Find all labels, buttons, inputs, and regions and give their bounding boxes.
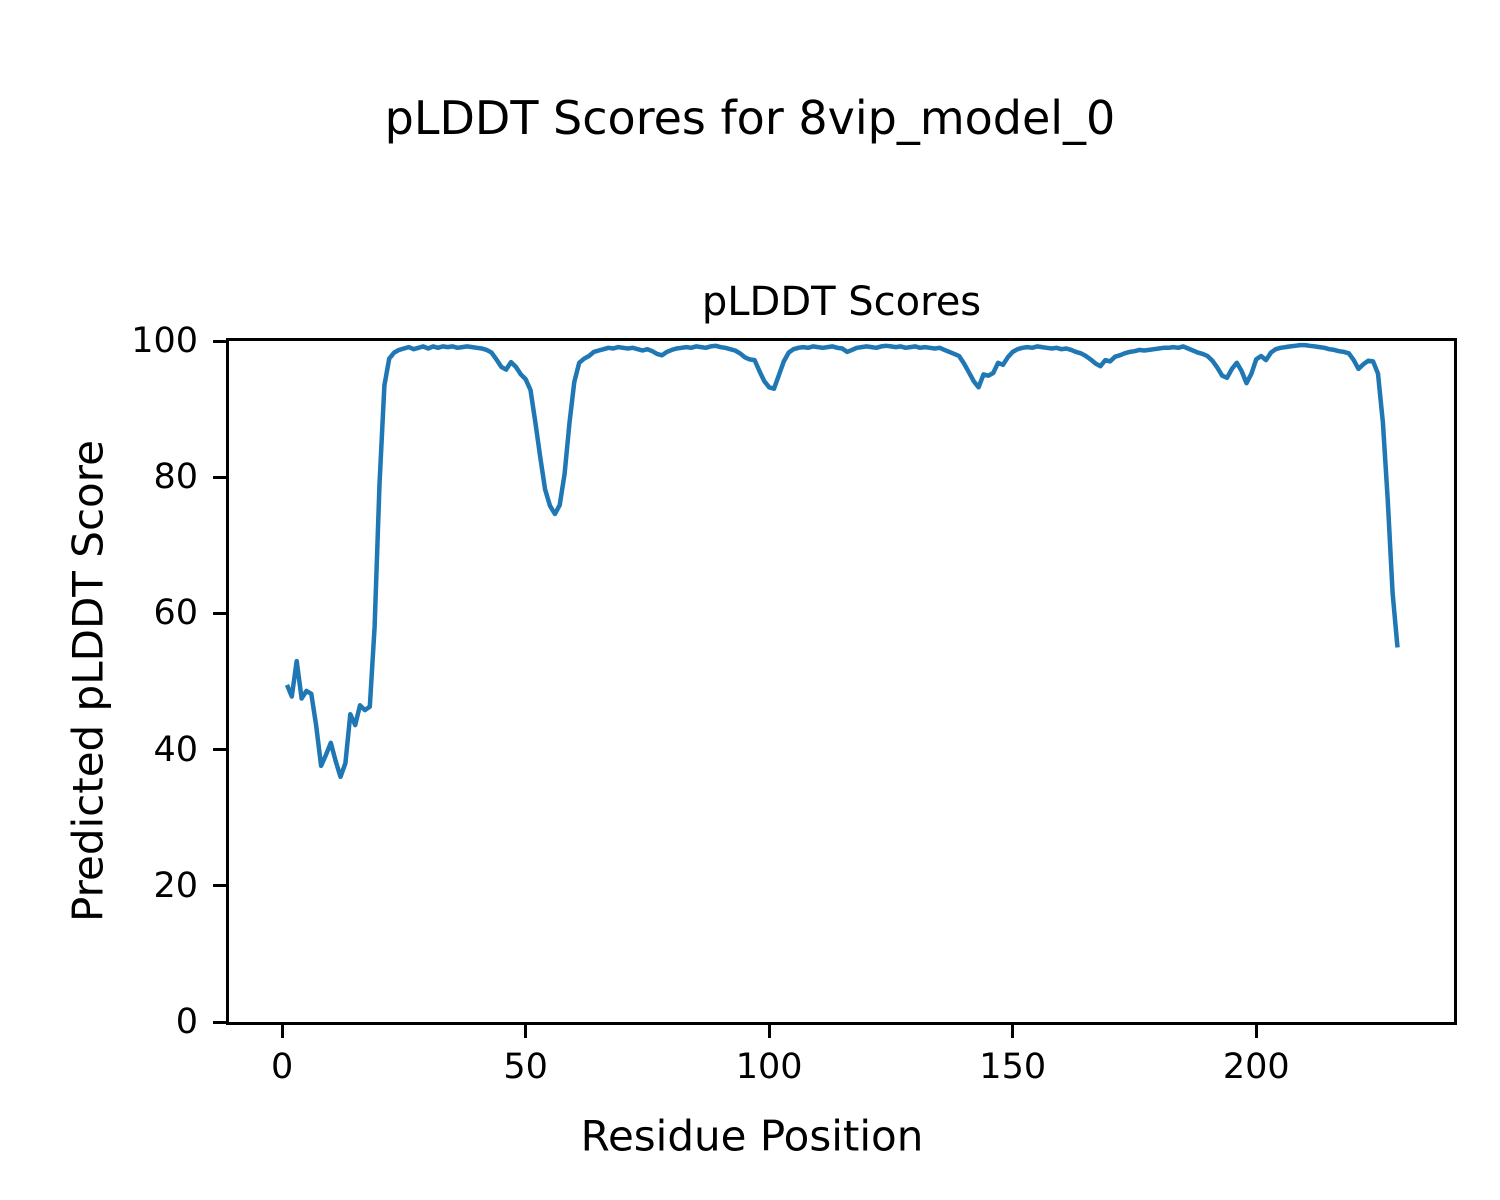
x-tick-label: 0 [270, 1047, 294, 1087]
y-tick-label: 60 [153, 593, 198, 634]
x-tick-label: 100 [735, 1047, 803, 1087]
line-chart [284, 342, 1400, 780]
y-tick-mark [213, 748, 226, 752]
y-tick-label: 20 [153, 865, 198, 906]
x-tick-mark [1254, 1025, 1258, 1038]
axes-title: pLDDT Scores [701, 279, 982, 325]
y-axis-label: Predicted pLDDT Score [63, 440, 113, 922]
plot-area [226, 338, 1457, 1025]
x-tick-label: 50 [503, 1047, 548, 1087]
x-tick-label: 200 [1222, 1047, 1290, 1087]
plddt-line [284, 342, 1400, 780]
x-tick-mark [767, 1025, 771, 1038]
y-tick-label: 100 [131, 321, 198, 361]
y-tick-mark [213, 475, 226, 479]
x-tick-mark [524, 1025, 528, 1038]
x-tick-label: 150 [979, 1047, 1047, 1087]
figure-title: pLDDT Scores for 8vip_model_0 [384, 91, 1116, 145]
y-tick-mark [213, 611, 226, 615]
y-tick-label: 80 [153, 457, 198, 498]
y-tick-mark [213, 1020, 226, 1024]
y-tick-mark [213, 884, 226, 888]
x-tick-mark [1011, 1025, 1015, 1038]
y-tick-mark [213, 339, 226, 343]
y-tick-label: 0 [175, 1002, 198, 1042]
x-tick-mark [280, 1025, 284, 1038]
y-tick-label: 40 [153, 729, 198, 770]
x-axis-label: Residue Position [580, 1111, 924, 1161]
